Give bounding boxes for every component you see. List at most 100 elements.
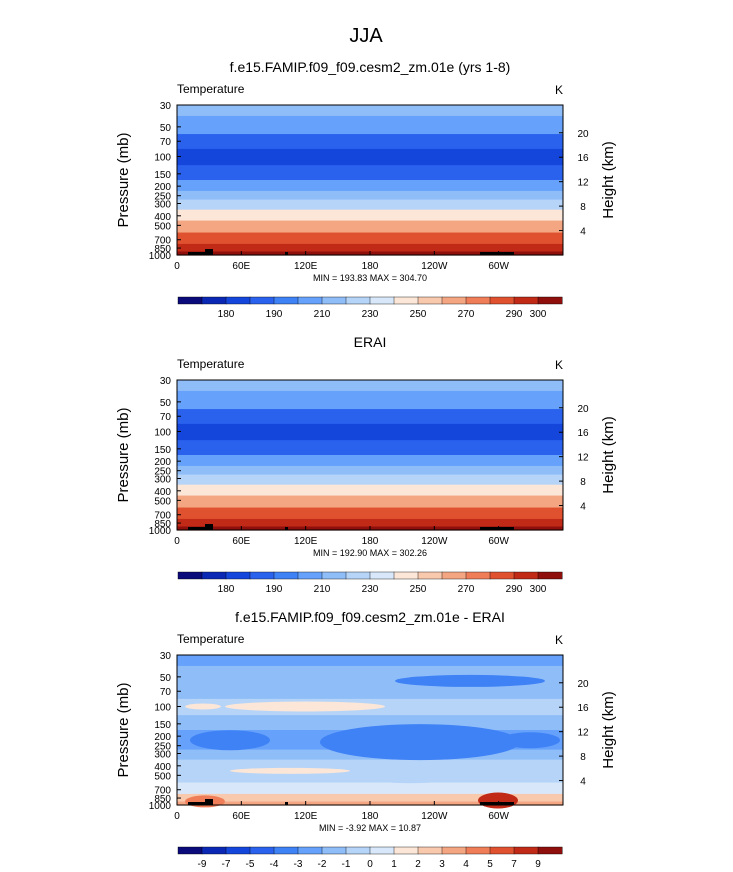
contour-band-200mb bbox=[177, 180, 563, 192]
topography-3 bbox=[207, 249, 213, 255]
lon-tick-label: 60E bbox=[232, 261, 250, 272]
colorbar-swatch bbox=[393, 296, 419, 305]
contour-band-50mb bbox=[177, 390, 563, 410]
pressure-tick-label: 500 bbox=[154, 496, 171, 507]
contour-band-30mb bbox=[177, 655, 563, 667]
height-axis-label: Height (km) bbox=[600, 416, 617, 494]
colorbar-swatch bbox=[489, 846, 515, 855]
panel-title: f.e15.FAMIP.f09_f09.cesm2_zm.01e - ERAI bbox=[235, 609, 505, 625]
colorbar-label: 270 bbox=[458, 584, 475, 595]
colorbar-swatch bbox=[417, 571, 443, 580]
colorbar-label: -4 bbox=[270, 859, 279, 870]
colorbar-swatch bbox=[249, 571, 275, 580]
anomaly-feature-5 bbox=[500, 732, 560, 749]
height-tick-label: 8 bbox=[580, 202, 586, 213]
pressure-tick-label: 300 bbox=[154, 474, 171, 485]
contour-band-500mb bbox=[177, 495, 563, 509]
contour-band-50mb bbox=[177, 115, 563, 135]
pressure-tick-label: 30 bbox=[160, 376, 172, 387]
height-tick-label: 20 bbox=[577, 404, 589, 415]
pressure-tick-label: 100 bbox=[154, 703, 171, 714]
colorbar-label: 250 bbox=[410, 584, 427, 595]
lon-tick-label: 120W bbox=[421, 536, 448, 547]
contour-band-30mb bbox=[177, 105, 563, 117]
pressure-tick-label: 30 bbox=[160, 101, 172, 112]
colorbar-swatch bbox=[273, 296, 299, 305]
pressure-tick-label: 200 bbox=[154, 457, 171, 468]
colorbar-swatch bbox=[297, 846, 323, 855]
panel-title: f.e15.FAMIP.f09_f09.cesm2_zm.01e (yrs 1-… bbox=[230, 59, 511, 75]
colorbar-swatch bbox=[177, 571, 203, 580]
topography-3 bbox=[207, 524, 213, 530]
contour-band-500mb bbox=[177, 770, 563, 784]
lon-tick-label: 120E bbox=[294, 261, 318, 272]
colorbar-swatch bbox=[489, 296, 515, 305]
contour-band-250mb bbox=[177, 465, 563, 476]
anomaly-feature-7 bbox=[230, 767, 350, 774]
colorbar-label: 180 bbox=[218, 584, 235, 595]
topography-5 bbox=[285, 802, 288, 805]
pressure-tick-label: 70 bbox=[160, 412, 172, 423]
pressure-tick-label: 70 bbox=[160, 137, 172, 148]
figure-title: JJA bbox=[349, 25, 383, 47]
colorbar-swatch bbox=[393, 846, 419, 855]
pressure-tick-label: 700 bbox=[154, 511, 171, 522]
colorbar-swatch bbox=[369, 571, 395, 580]
colorbar-label: 3 bbox=[439, 859, 445, 870]
colorbar-swatch bbox=[537, 846, 563, 855]
colorbar-swatch bbox=[249, 296, 275, 305]
pressure-tick-label: 500 bbox=[154, 771, 171, 782]
colorbar-swatch bbox=[465, 296, 491, 305]
contour-band-400mb bbox=[177, 759, 563, 772]
variable-label: Temperature bbox=[177, 82, 245, 96]
pressure-tick-label: 1000 bbox=[149, 526, 172, 537]
pressure-tick-label: 300 bbox=[154, 749, 171, 760]
height-tick-label: 8 bbox=[580, 477, 586, 488]
anomaly-feature-8 bbox=[380, 777, 440, 784]
height-axis-label: Height (km) bbox=[600, 691, 617, 769]
topography-5 bbox=[285, 252, 288, 255]
pressure-tick-label: 400 bbox=[154, 212, 171, 223]
colorbar-swatch bbox=[345, 571, 371, 580]
pressure-tick-label: 700 bbox=[154, 786, 171, 797]
colorbar-swatch bbox=[273, 846, 299, 855]
lon-tick-label: 60W bbox=[488, 261, 509, 272]
colorbar-label: 0 bbox=[367, 859, 373, 870]
lon-tick-label: 0 bbox=[174, 261, 180, 272]
pressure-tick-label: 70 bbox=[160, 687, 172, 698]
colorbar-swatch bbox=[321, 571, 347, 580]
topography-4 bbox=[480, 802, 514, 805]
topography-1 bbox=[188, 802, 206, 805]
colorbar-swatch bbox=[177, 296, 203, 305]
contour-band-250mb bbox=[177, 190, 563, 201]
contour-band-700mb bbox=[177, 232, 563, 245]
lon-tick-label: 0 bbox=[174, 536, 180, 547]
contour-band-850mb bbox=[177, 518, 563, 528]
colorbar-label: 190 bbox=[266, 309, 283, 320]
topography-3 bbox=[207, 799, 213, 805]
colorbar-label: 270 bbox=[458, 309, 475, 320]
lon-tick-label: 60W bbox=[488, 536, 509, 547]
pressure-tick-label: 1000 bbox=[149, 801, 172, 812]
colorbar-swatch bbox=[441, 296, 467, 305]
colorbar-swatch bbox=[225, 296, 251, 305]
colorbar-label: 190 bbox=[266, 584, 283, 595]
contour-band-100mb bbox=[177, 148, 563, 166]
contour-band-400mb bbox=[177, 209, 563, 222]
colorbar-swatch bbox=[441, 571, 467, 580]
topography-4 bbox=[480, 527, 514, 530]
topography-1 bbox=[188, 527, 206, 530]
anomaly-feature-4 bbox=[190, 730, 270, 751]
colorbar-label: 210 bbox=[314, 309, 331, 320]
colorbar-label: 7 bbox=[511, 859, 517, 870]
contour-band-70mb bbox=[177, 134, 563, 150]
panels: f.e15.FAMIP.f09_f09.cesm2_zm.01e (yrs 1-… bbox=[115, 59, 617, 870]
lon-tick-label: 0 bbox=[174, 811, 180, 822]
contour-band-700mb bbox=[177, 507, 563, 520]
pressure-tick-label: 400 bbox=[154, 762, 171, 773]
height-tick-label: 12 bbox=[577, 728, 589, 739]
colorbar-swatch bbox=[297, 571, 323, 580]
colorbar-label: -9 bbox=[198, 859, 207, 870]
panel-3: f.e15.FAMIP.f09_f09.cesm2_zm.01e - ERAI T… bbox=[115, 609, 617, 870]
